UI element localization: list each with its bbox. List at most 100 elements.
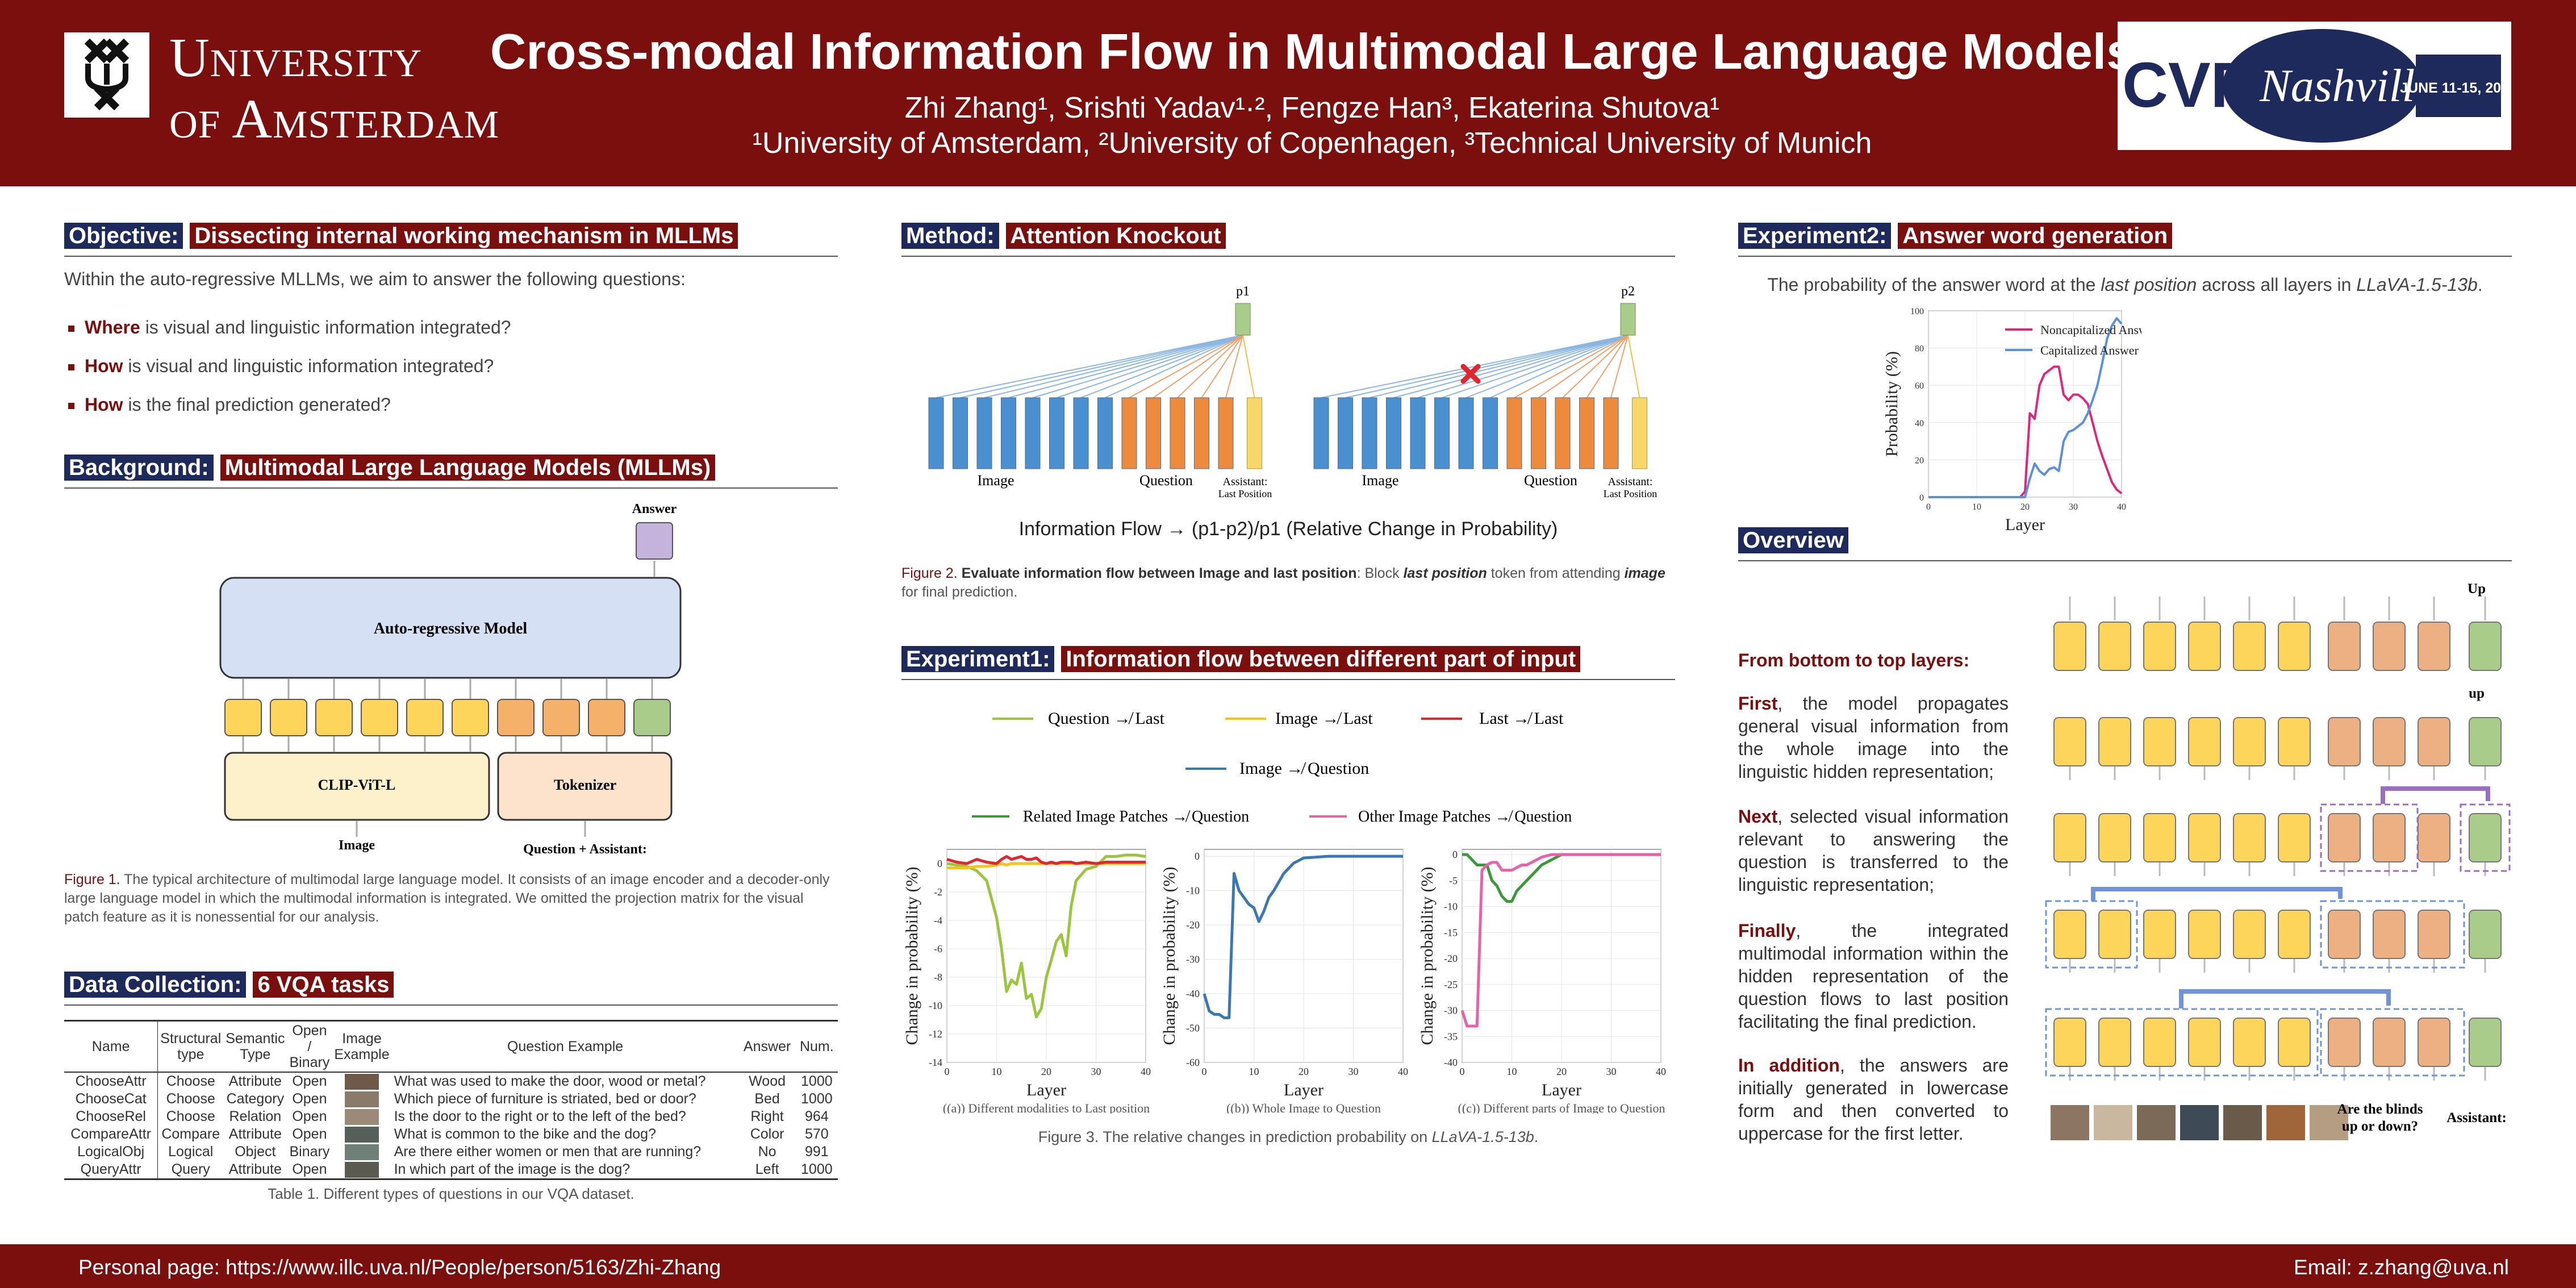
- question-key: How: [85, 356, 123, 376]
- table-cell: Binary: [289, 1144, 330, 1160]
- hidden-state-box: [2328, 717, 2361, 766]
- personal-page-link[interactable]: Personal page: https://www.illc.uva.nl/P…: [78, 1256, 721, 1279]
- chart-subtitle: ((a)) Different modalities to Last posit…: [943, 1101, 1150, 1114]
- exp2-end: .: [2477, 274, 2483, 295]
- attention-edge: [1008, 335, 1243, 398]
- y-tick-label: -10: [929, 1000, 942, 1011]
- knockout-after-panel: [1313, 303, 1647, 469]
- hidden-state-box: [2053, 1018, 2086, 1067]
- figure2-bold: Evaluate information flow between Image …: [957, 565, 1357, 581]
- x-axis-label: Layer: [2005, 515, 2045, 534]
- thumbnail-image: [344, 1091, 379, 1107]
- hidden-state-box: [2373, 622, 2406, 671]
- experiment2-tag: Experiment2:: [1738, 223, 1892, 249]
- overview-diagram: Up up Are the blinds up or down? Assista…: [2045, 581, 2511, 1140]
- table-cell: Object: [235, 1144, 276, 1160]
- y-tick-label: 20: [1915, 456, 1924, 465]
- x-tick-label: 40: [2117, 502, 2126, 512]
- bullet-icon: [68, 326, 74, 332]
- data-collection-rule: [64, 1004, 838, 1006]
- token-box: [406, 699, 444, 736]
- y-tick-label: 0: [1919, 493, 1924, 503]
- experiment2-rule: [1738, 256, 2512, 257]
- x-tick-label: 30: [1606, 1066, 1617, 1077]
- answer-token: [636, 522, 673, 560]
- y-axis-label: Probability (%): [1882, 351, 1901, 457]
- series-line: [1928, 317, 2123, 498]
- image-example-thumbnail: [332, 1161, 391, 1179]
- y-axis-label: Change in probability (%): [1160, 866, 1179, 1045]
- input-token: [1001, 397, 1016, 469]
- question-key: Where: [85, 317, 140, 337]
- table-cell: Compare: [161, 1126, 220, 1142]
- table-cell: Right: [750, 1108, 784, 1124]
- x-tick-label: 10: [1507, 1066, 1517, 1077]
- text-input-label: Question + Assistant:: [523, 842, 647, 857]
- up-lowercase-label: up: [2469, 686, 2485, 701]
- x-tick-label: 20: [1041, 1066, 1051, 1077]
- x-tick-label: 30: [1091, 1066, 1101, 1077]
- attention-edge: [1514, 335, 1629, 398]
- table-cell: No: [758, 1144, 776, 1160]
- answer-label: Answer: [632, 502, 677, 516]
- hidden-state-box: [2098, 910, 2131, 959]
- table-cell: Open: [292, 1126, 327, 1142]
- table-cell: What was used to make the door, wood or …: [394, 1073, 706, 1089]
- table-row: ChooseCat Choose Category Open Which piece o…: [64, 1090, 838, 1108]
- hidden-state-box: [2373, 1018, 2406, 1067]
- figure3-text: Figure 3. The relative changes in predic…: [1038, 1128, 1432, 1145]
- flow-arrow-blue: [2179, 989, 2391, 1008]
- table-cell: Which piece of furniture is striated, be…: [394, 1091, 696, 1107]
- table-row: ChooseRel Choose Relation Open Is the door t…: [64, 1108, 838, 1126]
- table-row: QueryAttr Query Attribute Open In which part…: [64, 1161, 838, 1179]
- attention-edge: [1057, 335, 1243, 398]
- token-row: [224, 679, 671, 752]
- x-tick-label: 40: [1398, 1066, 1408, 1077]
- input-token: [1531, 397, 1546, 469]
- hidden-state-box: [2188, 910, 2221, 959]
- overview-finally-key: Finally: [1738, 920, 1796, 941]
- hidden-state-box: [2053, 622, 2086, 671]
- cvpr-dates: JUNE 11-15, 2025: [2400, 80, 2511, 96]
- image-example-thumbnail: [332, 1126, 391, 1143]
- y-tick-label: -15: [1444, 927, 1458, 938]
- y-tick-label: 0: [937, 858, 942, 869]
- attention-edge: [1242, 335, 1255, 398]
- table-cell: Query: [171, 1161, 210, 1177]
- table-cell: 991: [804, 1144, 829, 1160]
- hidden-state-box: [2143, 813, 2176, 862]
- attention-edge: [1610, 335, 1629, 398]
- attention-edge: [1080, 335, 1243, 398]
- table-header: Image Example: [332, 1020, 392, 1073]
- y-tick-label: -30: [1186, 954, 1200, 965]
- table-cell: 964: [804, 1108, 829, 1124]
- input-token: [1170, 397, 1185, 469]
- figure2-italic1: last position: [1403, 565, 1487, 581]
- hidden-state-box: [2143, 622, 2176, 671]
- method-title: Attention Knockout: [1005, 223, 1226, 249]
- chart-b: 0 10 20 30 40 0 -10 -20 -30 -40 -50 -60 Layer Change …: [1160, 849, 1408, 1114]
- hidden-state-box: [2143, 717, 2176, 766]
- attention-edge: [1466, 335, 1629, 398]
- method-heading: Method: Attention Knockout: [901, 223, 1226, 249]
- exp2-text2: across all layers in: [2197, 274, 2357, 295]
- x-tick-label: 30: [1348, 1066, 1359, 1077]
- hidden-state-box: [2469, 717, 2502, 766]
- figure3-model: LLaVA-1.5-13b: [1431, 1128, 1534, 1145]
- table-header: Semantic Type: [223, 1020, 287, 1073]
- experiment1-title: Information flow between different part …: [1061, 646, 1581, 672]
- overview-addition-key: In addition: [1738, 1055, 1840, 1076]
- experiment1-legend: Question ↛ Last Image ↛ Last Last ↛ Last…: [972, 709, 1572, 826]
- legend-label: Capitalized Answer: [2040, 343, 2139, 357]
- exp2-text: The probability of the answer word at th…: [1767, 274, 2101, 295]
- y-tick-label: 0: [1195, 851, 1200, 862]
- university-name: University of Amsterdam: [169, 27, 499, 150]
- series-line: [1203, 855, 1403, 1019]
- email-link[interactable]: Email: z.zhang@uva.nl: [2294, 1256, 2509, 1279]
- table-header: Structural type: [157, 1020, 224, 1073]
- model-label: Auto-regressive Model: [374, 620, 528, 637]
- bullet-icon: [68, 403, 74, 410]
- flow-arrow-blue: [2091, 887, 2343, 901]
- y-tick-label: -10: [1186, 885, 1200, 897]
- hidden-state-box: [2098, 717, 2131, 766]
